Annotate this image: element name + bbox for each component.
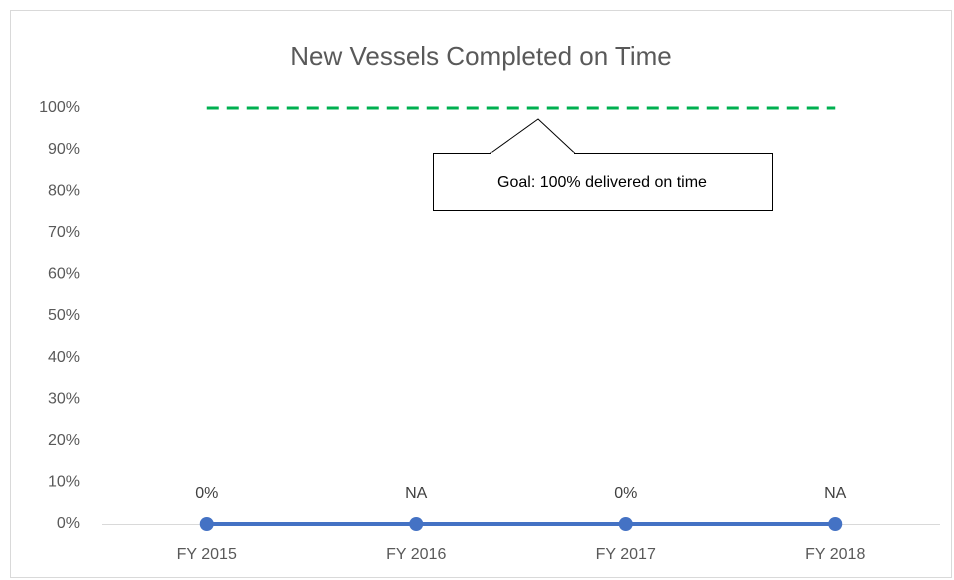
y-tick-label: 20% [48, 432, 80, 449]
callout-box [433, 153, 773, 211]
x-tick-label: FY 2016 [386, 546, 446, 563]
y-tick-label: 80% [48, 182, 80, 199]
chart-border [10, 10, 952, 578]
y-tick-label: 70% [48, 224, 80, 241]
y-tick-label: 10% [48, 474, 80, 491]
data-label: 0% [195, 485, 218, 502]
y-tick-label: 50% [48, 307, 80, 324]
y-tick-label: 40% [48, 349, 80, 366]
annotation: Goal: 100% delivered on time [497, 174, 707, 191]
x-tick-label: FY 2015 [177, 546, 237, 563]
x-tick-label: FY 2017 [596, 546, 656, 563]
y-tick-label: 90% [48, 141, 80, 158]
x-tick-label: FY 2018 [805, 546, 865, 563]
chart-title: New Vessels Completed on Time [290, 41, 672, 71]
y-tick-label: 100% [39, 99, 80, 116]
callout-pointer [489, 118, 576, 154]
marker [828, 517, 843, 531]
y-tick-label: 30% [48, 390, 80, 407]
marker [409, 517, 424, 531]
marker [199, 517, 214, 531]
marker [618, 517, 633, 531]
y-tick-label: 60% [48, 266, 80, 283]
data-label: NA [405, 485, 428, 502]
y-tick-label: 0% [57, 515, 80, 532]
data-label: NA [824, 485, 847, 502]
data-label: 0% [614, 485, 637, 502]
callout: Goal: 100% delivered on time [433, 118, 773, 211]
